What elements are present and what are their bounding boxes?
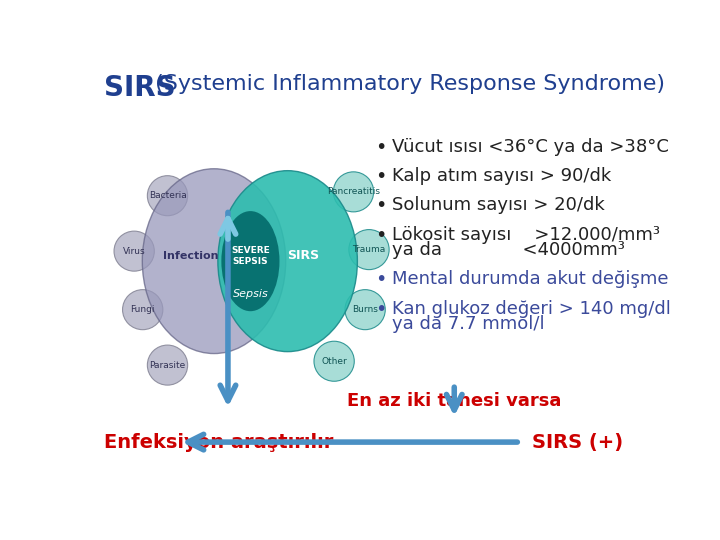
- Text: SIRS (+): SIRS (+): [532, 433, 623, 451]
- Circle shape: [114, 231, 154, 271]
- Text: En az iki tanesi varsa: En az iki tanesi varsa: [347, 392, 562, 410]
- Text: Other: Other: [321, 357, 347, 366]
- Circle shape: [333, 172, 374, 212]
- Text: SIRS: SIRS: [104, 74, 176, 102]
- Text: •: •: [375, 300, 387, 319]
- Ellipse shape: [143, 168, 286, 354]
- Text: •: •: [375, 197, 387, 215]
- Text: Infection: Infection: [163, 251, 218, 261]
- Circle shape: [122, 289, 163, 330]
- Ellipse shape: [218, 171, 357, 352]
- Circle shape: [314, 341, 354, 381]
- Circle shape: [148, 345, 188, 385]
- Text: Pancreatitis: Pancreatitis: [327, 187, 380, 197]
- Circle shape: [345, 289, 385, 330]
- Text: •: •: [375, 226, 387, 245]
- Text: ya da              <4000mm³: ya da <4000mm³: [392, 241, 625, 259]
- Circle shape: [148, 176, 188, 215]
- Text: •: •: [375, 271, 387, 289]
- Text: ya da 7.7 mmol/l: ya da 7.7 mmol/l: [392, 315, 545, 333]
- Text: (Systemic Inflammatory Response Syndrome): (Systemic Inflammatory Response Syndrome…: [148, 74, 665, 94]
- Text: Mental durumda akut değişme: Mental durumda akut değişme: [392, 271, 669, 288]
- Text: Parasite: Parasite: [149, 361, 186, 369]
- Text: Kalp atım sayısı > 90/dk: Kalp atım sayısı > 90/dk: [392, 167, 611, 185]
- Text: Sepsis: Sepsis: [233, 289, 269, 299]
- Text: Solunum sayısı > 20/dk: Solunum sayısı > 20/dk: [392, 197, 605, 214]
- Text: Virus: Virus: [123, 247, 145, 255]
- Text: •: •: [375, 138, 387, 157]
- Circle shape: [349, 230, 389, 269]
- Text: SIRS: SIRS: [287, 249, 319, 262]
- Text: Vücut ısısı <36°C ya da >38°C: Vücut ısısı <36°C ya da >38°C: [392, 138, 669, 156]
- Text: Lökosit sayısı    >12.000/mm³: Lökosit sayısı >12.000/mm³: [392, 226, 660, 244]
- Text: Trauma: Trauma: [352, 245, 386, 254]
- Text: Burns: Burns: [352, 305, 378, 314]
- Text: Kan glukoz değeri > 140 mg/dl: Kan glukoz değeri > 140 mg/dl: [392, 300, 671, 318]
- Text: •: •: [375, 167, 387, 186]
- Text: SEVERE
SEPSIS: SEVERE SEPSIS: [231, 246, 270, 266]
- Ellipse shape: [221, 211, 279, 311]
- Text: Bacteria: Bacteria: [148, 191, 186, 200]
- Text: Fungi: Fungi: [130, 305, 155, 314]
- Text: Enfeksiyon araştırılır: Enfeksiyon araştırılır: [104, 433, 333, 451]
